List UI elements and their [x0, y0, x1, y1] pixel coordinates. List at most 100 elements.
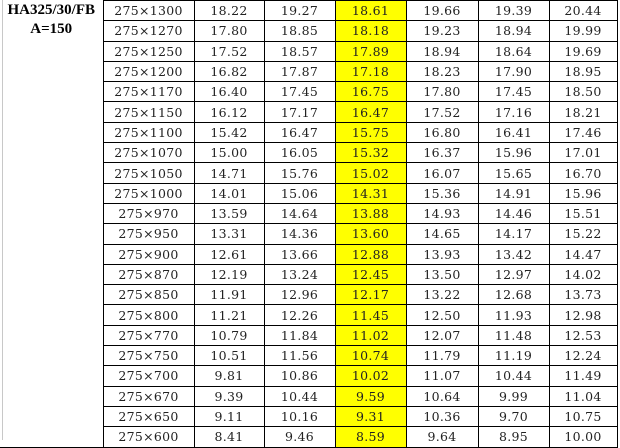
size-cell[interactable]: 275×970 — [102, 202, 195, 225]
size-cell[interactable]: 275×800 — [102, 304, 195, 326]
size-cell[interactable]: 275×1200 — [102, 60, 195, 83]
highlighted-value-cell[interactable]: 16.75 — [334, 81, 407, 103]
value-cell[interactable]: 10.79 — [193, 324, 265, 347]
value-cell[interactable]: 19.39 — [477, 0, 550, 22]
value-cell[interactable]: 11.07 — [405, 365, 479, 387]
size-cell[interactable]: 275×950 — [102, 223, 195, 245]
value-cell[interactable]: 14.36 — [263, 223, 336, 245]
value-cell[interactable]: 13.73 — [548, 284, 618, 306]
size-cell[interactable]: 275×1270 — [102, 20, 195, 42]
value-cell[interactable]: 9.11 — [193, 405, 265, 428]
value-cell[interactable]: 12.98 — [548, 304, 618, 326]
size-cell[interactable]: 275×770 — [102, 324, 195, 347]
value-cell[interactable]: 17.45 — [477, 81, 550, 103]
value-cell[interactable]: 11.49 — [548, 365, 618, 387]
value-cell[interactable]: 17.52 — [405, 101, 479, 123]
size-cell[interactable]: 275×700 — [102, 365, 195, 387]
value-cell[interactable]: 18.57 — [263, 40, 336, 62]
highlighted-value-cell[interactable]: 15.75 — [334, 121, 407, 144]
value-cell[interactable]: 18.94 — [405, 40, 479, 62]
value-cell[interactable]: 17.87 — [263, 60, 336, 83]
value-cell[interactable]: 13.22 — [405, 284, 479, 306]
size-cell[interactable]: 275×1050 — [102, 162, 195, 184]
value-cell[interactable]: 15.65 — [477, 162, 550, 184]
value-cell[interactable]: 17.52 — [193, 40, 265, 62]
highlighted-value-cell[interactable]: 10.74 — [334, 345, 407, 367]
value-cell[interactable]: 17.80 — [405, 81, 479, 103]
value-cell[interactable]: 10.51 — [193, 345, 265, 367]
value-cell[interactable]: 9.99 — [477, 385, 550, 407]
value-cell[interactable]: 8.41 — [193, 426, 265, 448]
value-cell[interactable]: 18.95 — [548, 60, 618, 83]
value-cell[interactable]: 11.19 — [477, 345, 550, 367]
highlighted-value-cell[interactable]: 8.59 — [334, 426, 407, 448]
highlighted-value-cell[interactable]: 9.59 — [334, 385, 407, 407]
value-cell[interactable]: 14.17 — [477, 223, 550, 245]
value-cell[interactable]: 12.50 — [405, 304, 479, 326]
value-cell[interactable]: 18.85 — [263, 20, 336, 42]
value-cell[interactable]: 16.80 — [405, 121, 479, 144]
highlighted-value-cell[interactable]: 15.02 — [334, 162, 407, 184]
value-cell[interactable]: 8.95 — [477, 426, 550, 448]
value-cell[interactable]: 11.84 — [263, 324, 336, 347]
highlighted-value-cell[interactable]: 11.02 — [334, 324, 407, 347]
highlighted-value-cell[interactable]: 12.88 — [334, 243, 407, 265]
value-cell[interactable]: 19.27 — [263, 0, 336, 22]
value-cell[interactable]: 14.65 — [405, 223, 479, 245]
value-cell[interactable]: 14.93 — [405, 202, 479, 225]
value-cell[interactable]: 16.70 — [548, 162, 618, 184]
highlighted-value-cell[interactable]: 10.02 — [334, 365, 407, 387]
highlighted-value-cell[interactable]: 14.31 — [334, 182, 407, 204]
value-cell[interactable]: 11.79 — [405, 345, 479, 367]
value-cell[interactable]: 16.82 — [193, 60, 265, 83]
highlighted-value-cell[interactable]: 9.31 — [334, 405, 407, 428]
value-cell[interactable]: 17.45 — [263, 81, 336, 103]
value-cell[interactable]: 13.93 — [405, 243, 479, 265]
size-cell[interactable]: 275×1070 — [102, 142, 195, 164]
size-cell[interactable]: 275×1300 — [102, 0, 195, 22]
size-cell[interactable]: 275×1100 — [102, 121, 195, 144]
value-cell[interactable]: 17.90 — [477, 60, 550, 83]
highlighted-value-cell[interactable]: 11.45 — [334, 304, 407, 326]
value-cell[interactable]: 18.23 — [405, 60, 479, 83]
value-cell[interactable]: 20.44 — [548, 0, 618, 22]
size-cell[interactable]: 275×1250 — [102, 40, 195, 62]
size-cell[interactable]: 275×1000 — [102, 182, 195, 204]
value-cell[interactable]: 9.64 — [405, 426, 479, 448]
value-cell[interactable]: 12.07 — [405, 324, 479, 347]
value-cell[interactable]: 17.46 — [548, 121, 618, 144]
value-cell[interactable]: 15.42 — [193, 121, 265, 144]
value-cell[interactable]: 15.96 — [548, 182, 618, 204]
value-cell[interactable]: 14.01 — [193, 182, 265, 204]
value-cell[interactable]: 18.22 — [193, 0, 265, 22]
value-cell[interactable]: 13.31 — [193, 223, 265, 245]
value-cell[interactable]: 17.80 — [193, 20, 265, 42]
value-cell[interactable]: 16.41 — [477, 121, 550, 144]
value-cell[interactable]: 19.23 — [405, 20, 479, 42]
value-cell[interactable]: 17.17 — [263, 101, 336, 123]
value-cell[interactable]: 11.91 — [193, 284, 265, 306]
value-cell[interactable]: 10.16 — [263, 405, 336, 428]
size-cell[interactable]: 275×1150 — [102, 101, 195, 123]
value-cell[interactable]: 13.42 — [477, 243, 550, 265]
value-cell[interactable]: 12.53 — [548, 324, 618, 347]
highlighted-value-cell[interactable]: 12.45 — [334, 263, 407, 286]
value-cell[interactable]: 18.94 — [477, 20, 550, 42]
size-cell[interactable]: 275×650 — [102, 405, 195, 428]
value-cell[interactable]: 11.21 — [193, 304, 265, 326]
value-cell[interactable]: 14.46 — [477, 202, 550, 225]
highlighted-value-cell[interactable]: 13.60 — [334, 223, 407, 245]
value-cell[interactable]: 10.64 — [405, 385, 479, 407]
value-cell[interactable]: 17.01 — [548, 142, 618, 164]
value-cell[interactable]: 9.70 — [477, 405, 550, 428]
value-cell[interactable]: 18.50 — [548, 81, 618, 103]
value-cell[interactable]: 14.02 — [548, 263, 618, 286]
value-cell[interactable]: 16.47 — [263, 121, 336, 144]
value-cell[interactable]: 11.56 — [263, 345, 336, 367]
value-cell[interactable]: 19.66 — [405, 0, 479, 22]
value-cell[interactable]: 15.00 — [193, 142, 265, 164]
value-cell[interactable]: 15.22 — [548, 223, 618, 245]
value-cell[interactable]: 18.21 — [548, 101, 618, 123]
value-cell[interactable]: 18.64 — [477, 40, 550, 62]
size-cell[interactable]: 275×850 — [102, 284, 195, 306]
